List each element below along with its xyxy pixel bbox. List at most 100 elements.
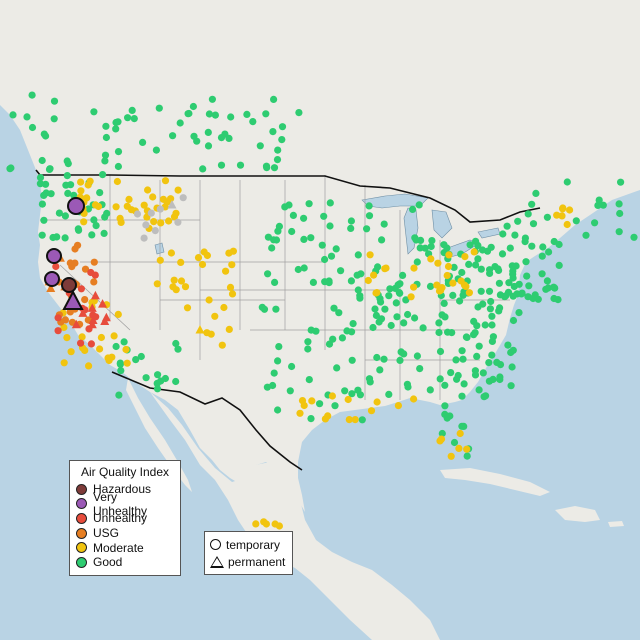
good-monitor-marker <box>263 164 271 172</box>
moderate-monitor-marker <box>117 218 125 226</box>
good-monitor-marker <box>357 270 365 278</box>
good-monitor-marker <box>120 338 128 346</box>
unhealthy-monitor-marker <box>52 262 60 271</box>
good-monitor-marker <box>304 345 312 353</box>
good-monitor-marker <box>271 278 279 286</box>
good-monitor-marker <box>274 146 282 154</box>
moderate-monitor-marker <box>275 522 283 530</box>
moderate-monitor-marker <box>170 213 179 221</box>
moderate-monitor-marker <box>328 392 336 400</box>
good-monitor-marker <box>295 109 303 117</box>
good-monitor-marker <box>539 243 547 251</box>
moderate-monitor-marker <box>444 262 453 271</box>
moderate-monitor-marker <box>77 178 85 186</box>
unhealthy-permanent-marker <box>88 315 98 325</box>
good-monitor-marker <box>495 279 503 287</box>
moderate-monitor-marker <box>220 303 228 312</box>
us-mexico-border <box>111 371 303 471</box>
usg-monitor-marker <box>71 245 79 253</box>
good-monitor-marker <box>416 365 424 373</box>
good-monitor-marker <box>274 227 282 235</box>
good-monitor-marker <box>172 339 180 348</box>
good-monitor-marker <box>509 274 517 282</box>
good-monitor-marker <box>307 326 315 334</box>
good-monitor-marker <box>116 360 124 368</box>
legend-label: temporary <box>226 537 281 552</box>
good-monitor-marker <box>471 329 479 337</box>
good-monitor-marker <box>496 291 504 299</box>
usg-monitor-marker <box>90 278 98 286</box>
moderate-monitor-marker <box>373 398 381 406</box>
lake-huron <box>431 209 453 239</box>
aqi-legend: Air Quality Index Hazardous Very Unhealt… <box>69 460 181 576</box>
good-monitor-marker <box>550 294 558 303</box>
good-monitor-marker <box>385 292 393 300</box>
good-monitor-marker <box>103 209 111 217</box>
good-monitor-marker <box>396 356 404 364</box>
circle-icon <box>210 539 221 550</box>
moderate-monitor-marker <box>410 395 418 403</box>
good-monitor-marker <box>515 280 523 288</box>
good-monitor-marker <box>124 114 132 122</box>
unhealthy-monitor-marker <box>87 340 95 348</box>
moderate-monitor-marker <box>445 251 453 259</box>
good-monitor-marker <box>139 138 147 146</box>
moderate-monitor-marker <box>563 220 571 229</box>
good-monitor-marker <box>88 231 96 239</box>
good-monitor-marker <box>555 261 563 269</box>
very-unhealthy-marker-large <box>46 248 62 264</box>
good-monitor-marker <box>174 345 182 353</box>
good-monitor-marker <box>404 383 412 391</box>
good-monitor-marker <box>304 338 312 346</box>
good-monitor-marker <box>347 217 355 225</box>
good-monitor-marker <box>92 222 100 230</box>
good-monitor-marker <box>115 391 123 399</box>
good-monitor-marker <box>102 122 110 130</box>
good-monitor-marker <box>538 252 546 260</box>
good-monitor-marker <box>278 136 286 144</box>
unhealthy-permanent-marker <box>98 299 108 308</box>
good-monitor-marker <box>249 118 257 126</box>
good-monitor-marker <box>130 115 138 123</box>
good-monitor-marker <box>478 246 487 254</box>
good-monitor-marker <box>400 319 408 327</box>
moderate-monitor-marker <box>105 356 113 365</box>
moderate-swatch <box>76 542 87 554</box>
good-monitor-marker <box>96 189 104 197</box>
good-monitor-marker <box>477 287 485 295</box>
good-monitor-marker <box>436 347 445 356</box>
hazardous-marker-large <box>61 277 77 293</box>
moderate-monitor-marker <box>559 204 567 212</box>
legend-row-usg: USG <box>76 526 174 541</box>
unknown-monitor-marker <box>156 205 164 213</box>
good-monitor-marker <box>504 341 512 349</box>
good-monitor-marker <box>528 242 536 250</box>
good-monitor-marker <box>525 282 533 290</box>
good-monitor-marker <box>268 244 276 252</box>
good-monitor-marker <box>161 374 169 383</box>
good-monitor-marker <box>273 156 282 164</box>
good-monitor-marker <box>320 212 328 220</box>
good-monitor-marker <box>358 416 366 424</box>
good-monitor-marker <box>485 377 493 385</box>
good-monitor-marker <box>582 231 590 239</box>
good-monitor-marker <box>503 222 511 230</box>
moderate-monitor-marker <box>370 271 378 279</box>
moderate-monitor-marker <box>447 452 455 460</box>
moderate-monitor-marker <box>296 409 304 417</box>
good-monitor-marker <box>307 415 315 423</box>
moderate-monitor-marker <box>149 193 157 201</box>
moderate-monitor-marker <box>125 195 133 203</box>
good-monitor-marker <box>288 362 296 371</box>
moderate-monitor-marker <box>437 435 446 443</box>
good-monitor-marker <box>199 165 207 173</box>
good-monitor-marker <box>456 297 464 305</box>
moderate-monitor-marker <box>463 445 471 453</box>
good-monitor-marker <box>515 309 523 317</box>
moderate-monitor-marker <box>78 333 86 341</box>
good-monitor-marker <box>488 312 496 320</box>
moderate-monitor-marker <box>177 277 186 285</box>
good-monitor-marker <box>64 189 72 197</box>
good-monitor-marker <box>479 369 487 377</box>
good-monitor-marker <box>285 201 293 209</box>
